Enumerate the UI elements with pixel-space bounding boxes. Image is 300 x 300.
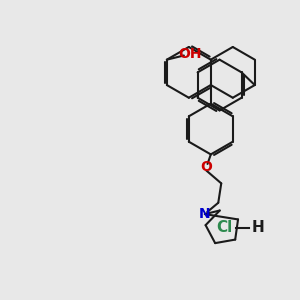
Text: Cl: Cl (217, 220, 233, 235)
Text: OH: OH (178, 47, 202, 61)
Text: H: H (252, 220, 265, 235)
Text: O: O (200, 160, 212, 174)
Text: N: N (199, 207, 211, 221)
